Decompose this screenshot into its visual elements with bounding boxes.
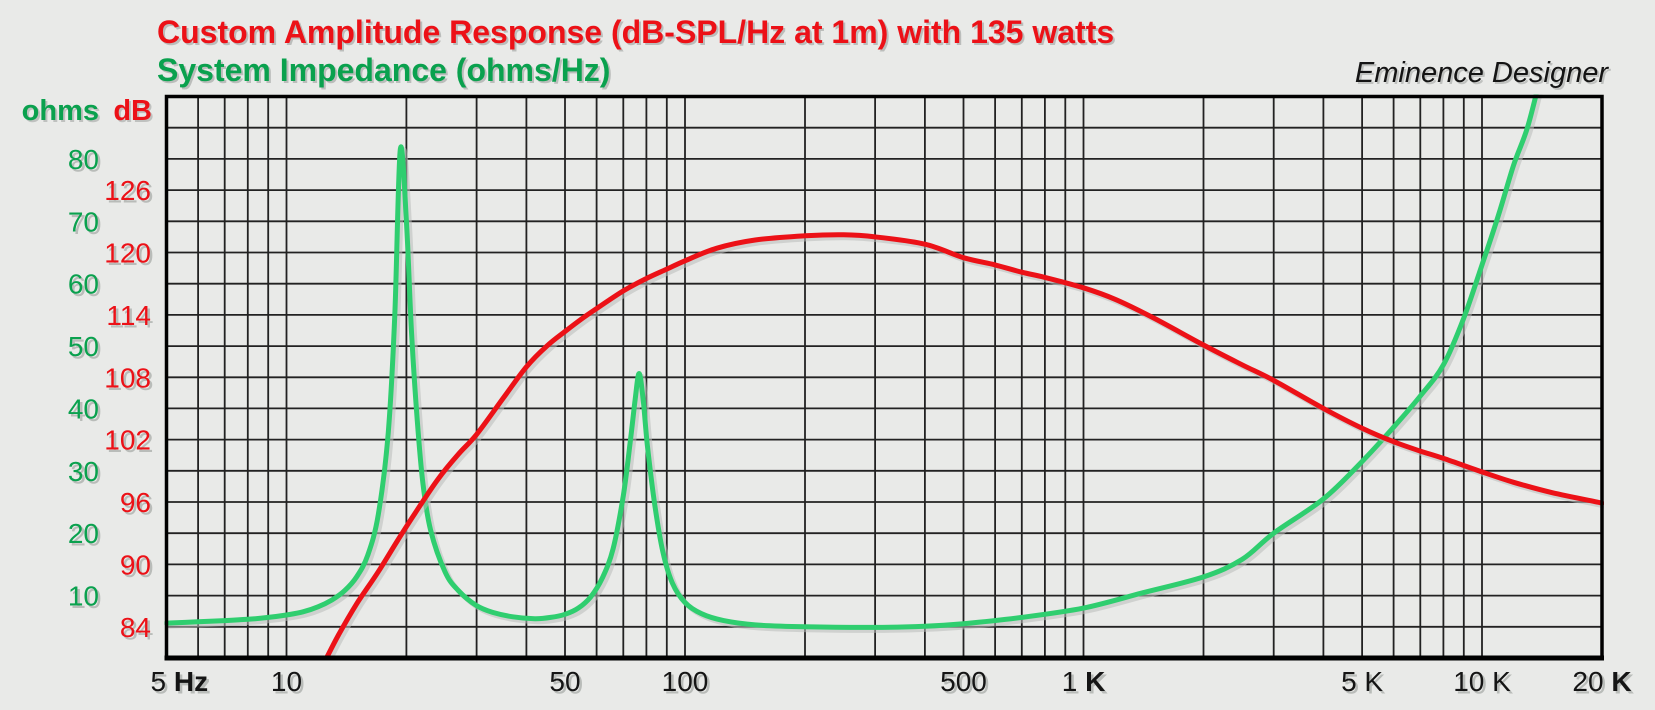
x-tick-label-shadow: 5 K xyxy=(1344,669,1386,700)
db-tick-label: 120 xyxy=(104,238,151,269)
db-tick-label: 114 xyxy=(106,300,151,331)
ohms-tick-label-shadow: 60 xyxy=(70,271,101,302)
db-tick-label-shadow: 120 xyxy=(107,240,154,271)
db-tick-label-shadow: 84 xyxy=(122,614,153,645)
impedance-title: System Impedance (ohms/Hz) xyxy=(157,52,611,88)
ohms-tick-label: 40 xyxy=(68,393,99,424)
x-tick-label: 500 xyxy=(940,666,987,697)
db-tick-label: 90 xyxy=(120,549,151,580)
x-tick-label-shadow: 100 xyxy=(664,669,711,700)
db-tick-labels: 1261261201201141141081081021029696909084… xyxy=(104,175,153,645)
ohms-tick-label-shadow: 70 xyxy=(70,209,101,240)
ohms-tick-label-shadow: 10 xyxy=(70,583,101,614)
amplitude-response-title: Custom Amplitude Response (dB-SPL/Hz at … xyxy=(157,14,1115,50)
ohms-axis-unit: ohms xyxy=(21,95,99,127)
x-tick-label: 10 xyxy=(271,666,302,697)
curves xyxy=(164,94,1604,660)
ohms-tick-label-shadow: 20 xyxy=(70,521,101,552)
ohms-tick-label: 50 xyxy=(68,331,99,362)
x-tick-label-shadow: 10 xyxy=(273,669,304,700)
x-tick-label-shadow: 5 Hz xyxy=(153,669,211,700)
ohms-tick-label-shadow: 30 xyxy=(70,458,101,489)
x-tick-label-shadow: 10 K xyxy=(1456,669,1514,700)
x-tick-label: 5 Hz xyxy=(151,666,209,697)
x-tick-label-shadow: 500 xyxy=(943,669,990,700)
x-tick-label: 100 xyxy=(662,666,709,697)
ohms-tick-label: 10 xyxy=(68,581,99,612)
x-tick-label-shadow: 20 K xyxy=(1575,669,1634,700)
ohms-tick-label: 80 xyxy=(68,144,99,175)
db-tick-label: 102 xyxy=(104,425,151,456)
ohms-tick-label-shadow: 80 xyxy=(70,146,101,177)
x-tick-label: 10 K xyxy=(1453,666,1511,697)
db-tick-label: 108 xyxy=(104,362,151,393)
db-tick-label-shadow: 96 xyxy=(122,490,153,521)
db-tick-label-shadow: 90 xyxy=(122,552,153,583)
x-tick-label-shadow: 1 K xyxy=(1064,669,1108,700)
db-tick-label: 126 xyxy=(104,175,151,206)
db-tick-label-shadow: 108 xyxy=(107,365,154,396)
ohms-tick-label: 20 xyxy=(68,518,99,549)
response-curve xyxy=(324,232,1604,660)
brand-label: Eminence Designer xyxy=(1354,57,1608,89)
ohms-tick-label: 70 xyxy=(68,206,99,237)
ohms-tick-label-shadow: 40 xyxy=(70,396,101,427)
impedance-curve-shadow xyxy=(167,94,1543,633)
db-axis-unit: dB xyxy=(113,95,152,127)
x-tick-label: 50 xyxy=(549,666,580,697)
db-tick-label: 96 xyxy=(120,487,151,518)
grid-lines xyxy=(165,95,1603,659)
ohms-tick-label-shadow: 50 xyxy=(70,334,101,365)
ohms-tick-label: 60 xyxy=(68,269,99,300)
ohms-tick-label: 30 xyxy=(68,456,99,487)
x-tick-label: 20 K xyxy=(1572,666,1631,697)
db-tick-label-shadow: 114 xyxy=(109,302,154,333)
db-tick-label: 84 xyxy=(120,612,151,643)
db-tick-label-shadow: 102 xyxy=(107,427,154,458)
impedance-curve xyxy=(164,94,1539,630)
x-tick-label: 1 K xyxy=(1062,666,1106,697)
db-tick-label-shadow: 126 xyxy=(107,178,154,209)
x-tick-label: 5 K xyxy=(1341,666,1383,697)
plot-border xyxy=(164,94,1604,661)
x-tick-label-shadow: 50 xyxy=(552,669,583,700)
